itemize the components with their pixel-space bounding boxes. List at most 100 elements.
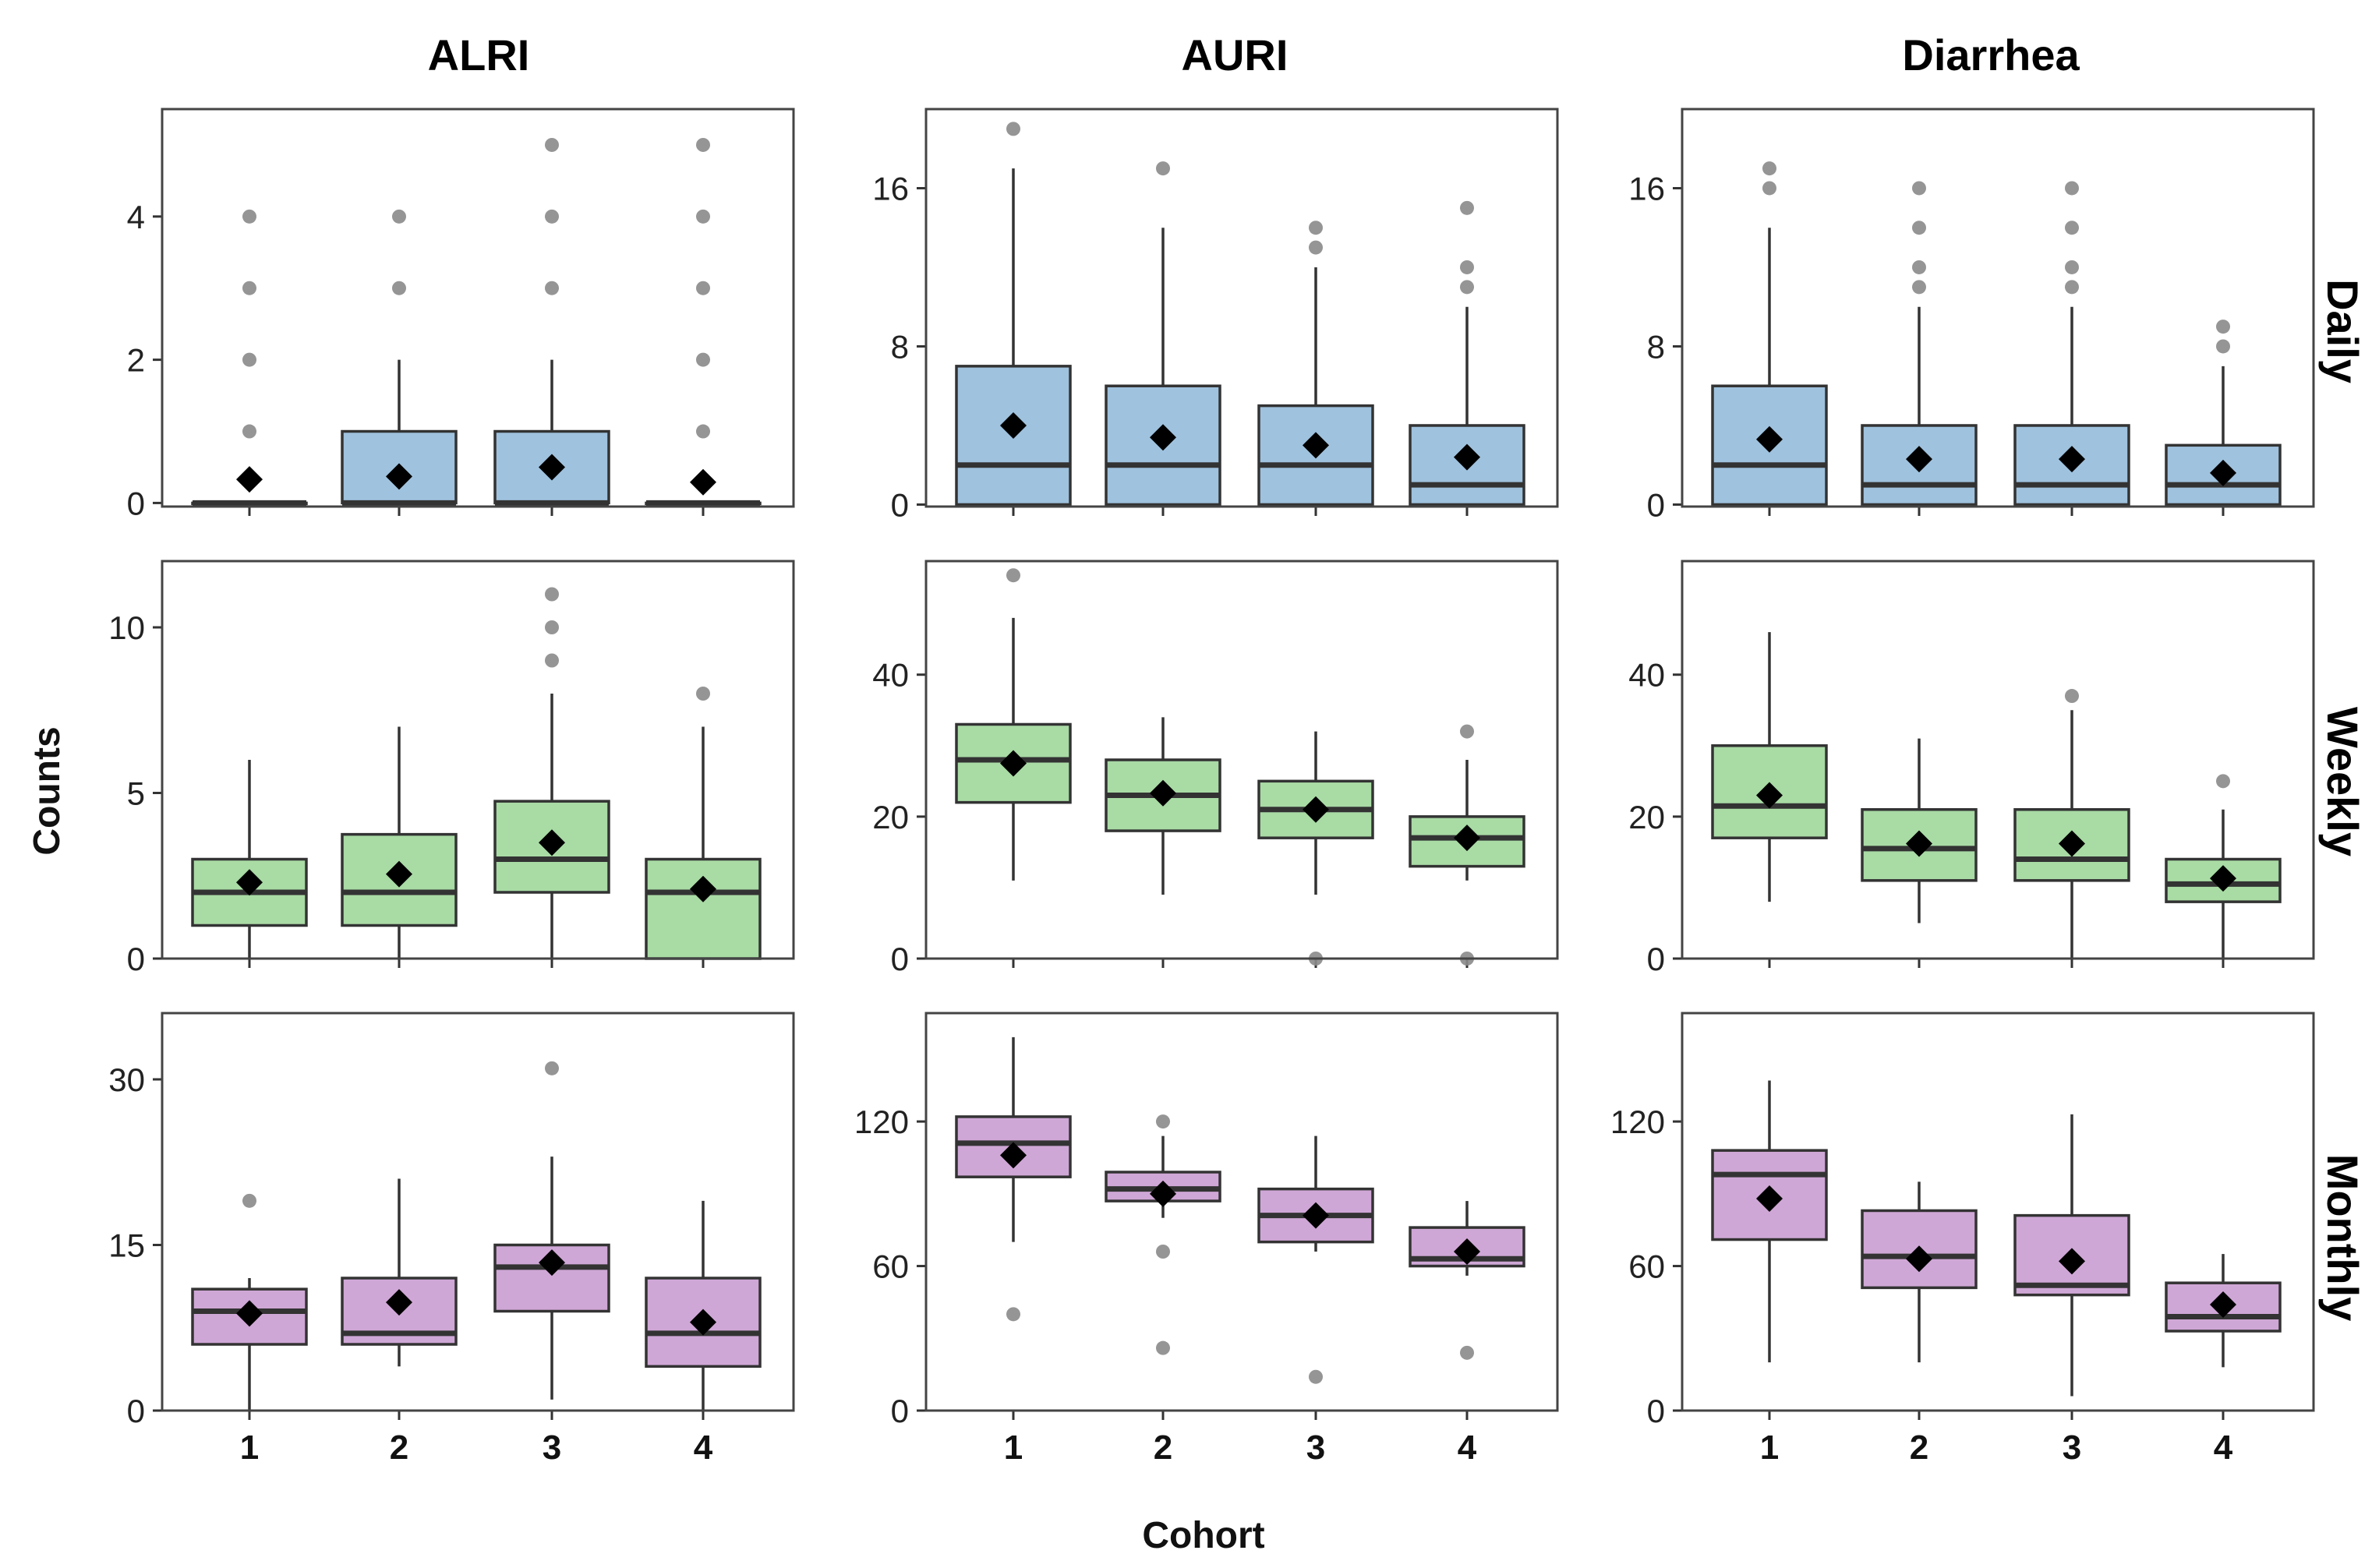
x-tick-label-cohort-4: 4 bbox=[1458, 1429, 1477, 1467]
panel-diarrhea-weekly-cohort-4-outlier bbox=[2216, 774, 2230, 789]
panel-diarrhea-daily-cohort-2-outlier bbox=[1912, 260, 1926, 274]
panel-diarrhea-daily-y-tick-label: 8 bbox=[1647, 328, 1665, 365]
panel-alri-daily-cohort-2-outlier bbox=[392, 281, 406, 295]
panel-diarrhea-weekly-cohort-3-mean-marker bbox=[2059, 830, 2085, 857]
panel-alri-weekly-y-tick-label: 5 bbox=[127, 775, 145, 812]
panel-auri-weekly-cohort-4-mean-marker bbox=[1454, 825, 1480, 852]
panel-alri-weekly-cohort-3-outlier bbox=[545, 587, 559, 602]
panel-diarrhea-monthly-y-tick-label: 120 bbox=[1610, 1104, 1665, 1140]
panel-alri-daily-cohort-4-outlier bbox=[696, 137, 710, 152]
panel-diarrhea-weekly-cohort-4-mean-marker bbox=[2210, 865, 2236, 892]
row-label-monthly: Monthly bbox=[2318, 1154, 2367, 1322]
panel-auri-monthly-cohort-2-outlier bbox=[1156, 1245, 1170, 1259]
panel-auri-weekly-y-tick-label: 40 bbox=[872, 657, 909, 694]
panel-auri-weekly-y-tick-label: 0 bbox=[891, 941, 909, 977]
x-tick-label-cohort-1: 1 bbox=[1004, 1429, 1023, 1467]
panel-diarrhea-monthly-y-tick-label: 0 bbox=[1647, 1393, 1665, 1429]
panel-auri-weekly-cohort-1-mean-marker bbox=[1000, 750, 1027, 777]
panel-diarrhea-monthly-frame bbox=[1681, 1012, 2315, 1412]
panel-diarrhea-daily-cohort-4-mean-marker bbox=[2210, 459, 2236, 486]
panel-auri-weekly-cohort-3-mean-marker bbox=[1303, 796, 1329, 823]
panel-auri-daily-cohort-3-outlier bbox=[1309, 221, 1323, 235]
panel-alri-monthly-frame bbox=[161, 1012, 795, 1412]
panel-diarrhea-daily-cohort-2-outlier bbox=[1912, 181, 1926, 196]
panel-alri-daily-frame bbox=[161, 108, 795, 508]
panel-auri-monthly-cohort-4-outlier bbox=[1460, 1345, 1474, 1360]
panel-alri-monthly: 0 15 30 1 2 3 4 bbox=[108, 1012, 795, 1467]
panel-diarrhea-weekly-y-tick-label: 0 bbox=[1647, 941, 1665, 977]
panel-alri-monthly-y-tick-label: 15 bbox=[108, 1227, 145, 1264]
panel-diarrhea-daily-y-tick-label: 16 bbox=[1628, 170, 1665, 207]
column-title-auri: AURI bbox=[1182, 30, 1288, 79]
panel-alri-weekly-cohort-4-outlier bbox=[696, 687, 710, 701]
panel-alri-daily: 0 2 4 bbox=[127, 108, 795, 521]
panel-alri-daily-cohort-4-outlier bbox=[696, 281, 710, 295]
panel-diarrhea-monthly: 0 60 120 1 2 3 4 bbox=[1610, 1012, 2315, 1467]
panel-alri-monthly-cohort-4-mean-marker bbox=[690, 1308, 716, 1336]
panel-alri-daily-y-tick-label: 4 bbox=[127, 199, 145, 235]
panel-alri-monthly-cohort-1-outlier bbox=[242, 1193, 256, 1208]
panel-auri-daily-frame bbox=[924, 108, 1559, 508]
row-label-weekly: Weekly bbox=[2318, 707, 2367, 856]
panel-auri-monthly-cohort-4-mean-marker bbox=[1454, 1238, 1480, 1265]
panel-alri-daily-cohort-1-outlier bbox=[242, 352, 256, 367]
panel-alri-weekly-cohort-4-mean-marker bbox=[690, 875, 716, 902]
panel-diarrhea-daily-cohort-1-mean-marker bbox=[1756, 426, 1783, 453]
row-label-daily: Daily bbox=[2318, 279, 2367, 383]
panel-diarrhea-daily-y-tick-label: 0 bbox=[1647, 486, 1665, 523]
panel-auri-weekly: 0 20 40 bbox=[872, 560, 1559, 977]
panel-alri-daily-cohort-2-outlier bbox=[392, 209, 406, 224]
panel-alri-daily-y-tick-label: 0 bbox=[127, 485, 145, 521]
panel-auri-daily-cohort-1-outlier bbox=[1006, 122, 1020, 136]
panel-alri-monthly-cohort-3-mean-marker bbox=[539, 1249, 565, 1277]
panel-auri-monthly-cohort-2-outlier bbox=[1156, 1114, 1170, 1129]
panel-diarrhea-weekly-cohort-1-mean-marker bbox=[1756, 782, 1783, 809]
panel-alri-daily-cohort-3-outlier bbox=[545, 281, 559, 295]
panel-diarrhea-monthly-y-tick-label: 60 bbox=[1628, 1248, 1665, 1285]
panel-diarrhea-monthly-cohort-3-box bbox=[2013, 1213, 2130, 1297]
x-tick-label-cohort-4: 4 bbox=[2214, 1429, 2233, 1467]
column-titles: ALRI AURI Diarrhea bbox=[428, 30, 2080, 79]
panel-auri-monthly-y-tick-label: 120 bbox=[854, 1104, 909, 1140]
panel-alri-monthly-y-tick-label: 30 bbox=[108, 1061, 145, 1098]
panel-alri-daily-y-tick-label: 2 bbox=[127, 342, 145, 379]
panel-auri-daily: 0 8 16 bbox=[872, 108, 1559, 523]
panel-auri-daily-cohort-3-outlier bbox=[1309, 240, 1323, 255]
panel-alri-weekly-cohort-1-mean-marker bbox=[236, 869, 263, 896]
row-strips: Daily Weekly Monthly bbox=[2318, 279, 2367, 1321]
y-axis-title: Counts bbox=[27, 726, 68, 855]
panel-alri-monthly-cohort-1-mean-marker bbox=[236, 1300, 263, 1327]
x-tick-label-cohort-2: 2 bbox=[390, 1429, 408, 1467]
panel-auri-daily-cohort-3-mean-marker bbox=[1303, 432, 1329, 459]
panel-diarrhea-monthly-cohort-3-mean-marker bbox=[2059, 1248, 2085, 1275]
panel-diarrhea-daily: 0 8 16 bbox=[1628, 108, 2315, 523]
panel-auri-daily-y-tick-label: 8 bbox=[891, 328, 909, 365]
panel-alri-daily-cohort-3-mean-marker bbox=[539, 454, 565, 481]
panel-alri-daily-cohort-4-mean-marker bbox=[690, 468, 716, 496]
panel-diarrhea-daily-cohort-3-outlier bbox=[2065, 280, 2079, 295]
panel-alri-daily-cohort-2-mean-marker bbox=[386, 463, 412, 490]
panel-auri-daily-cohort-4-outlier bbox=[1460, 200, 1474, 215]
panel-auri-daily-y-tick-label: 16 bbox=[872, 170, 909, 207]
panel-diarrhea-weekly-y-tick-label: 40 bbox=[1628, 657, 1665, 694]
panel-auri-monthly-y-tick-label: 60 bbox=[872, 1248, 909, 1285]
panel-auri-monthly-frame bbox=[924, 1012, 1559, 1412]
panel-auri-monthly-cohort-3-outlier bbox=[1309, 1369, 1323, 1384]
x-tick-label-cohort-3: 3 bbox=[2063, 1429, 2081, 1467]
panel-auri-daily-cohort-4-outlier bbox=[1460, 280, 1474, 295]
panel-auri-weekly-cohort-1-outlier bbox=[1006, 568, 1020, 583]
panel-alri-daily-cohort-4-outlier bbox=[696, 424, 710, 439]
x-tick-label-cohort-3: 3 bbox=[543, 1429, 561, 1467]
column-title-alri: ALRI bbox=[428, 30, 530, 79]
panel-auri-monthly-cohort-1-outlier bbox=[1006, 1307, 1020, 1322]
panel-alri-weekly-cohort-4-box bbox=[645, 857, 762, 960]
panel-diarrhea-daily-cohort-2-outlier bbox=[1912, 221, 1926, 235]
x-tick-label-cohort-2: 2 bbox=[1910, 1429, 1928, 1467]
panel-alri-monthly-y-tick-label: 0 bbox=[127, 1393, 145, 1429]
panel-auri-daily-y-tick-label: 0 bbox=[891, 486, 909, 523]
panel-auri-monthly-y-tick-label: 0 bbox=[891, 1393, 909, 1429]
panel-auri-monthly-cohort-3-mean-marker bbox=[1303, 1202, 1329, 1229]
panel-alri-weekly-cohort-3-outlier bbox=[545, 653, 559, 668]
